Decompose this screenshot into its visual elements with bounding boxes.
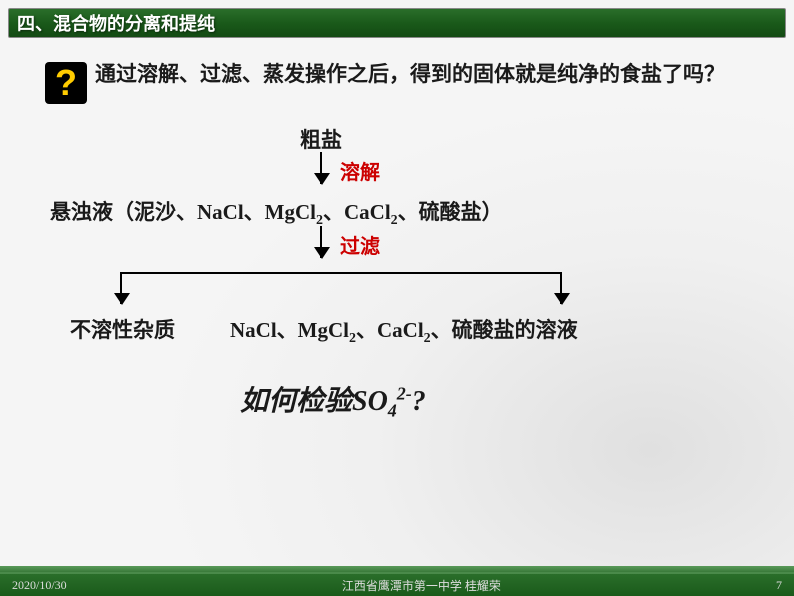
step2-label: 过滤	[340, 230, 380, 259]
branch-right: NaCl、MgCl2、CaCl2、硫酸盐的溶液	[230, 314, 578, 347]
content-area: ? 通过溶解、过滤、蒸发操作之后，得到的固体就是纯净的食盐了吗？ 粗盐 溶解 悬…	[0, 50, 794, 556]
flow-start: 粗盐	[300, 124, 342, 154]
question-text: 通过溶解、过滤、蒸发操作之后，得到的固体就是纯净的食盐了吗？	[95, 60, 725, 89]
step1-label: 溶解	[340, 156, 380, 185]
arrow-right	[560, 272, 562, 304]
flow-mid: 悬浊液（泥沙、NaCl、MgCl2、CaCl2、硫酸盐）	[50, 196, 503, 229]
footer-center: 江西省鹰潭市第一中学 桂耀荣	[342, 577, 501, 594]
arrow-2	[320, 226, 322, 258]
branch-left: 不溶性杂质	[70, 314, 175, 344]
branch-hline	[120, 272, 560, 274]
footer-bar: 2020/10/30 江西省鹰潭市第一中学 桂耀荣 7	[0, 572, 794, 596]
footer-date: 2020/10/30	[12, 578, 67, 593]
flowchart: 粗盐 溶解 悬浊液（泥沙、NaCl、MgCl2、CaCl2、硫酸盐） 过滤 不溶…	[40, 124, 754, 424]
footer-page: 7	[776, 578, 782, 593]
question-mark-icon: ?	[45, 62, 87, 104]
arrow-1	[320, 152, 322, 184]
header-title: 四、混合物的分离和提纯	[17, 10, 215, 36]
question-glyph: ?	[55, 62, 77, 104]
header-bar: 四、混合物的分离和提纯	[8, 8, 786, 38]
final-question: 如何检验SO42-?	[240, 379, 426, 422]
arrow-left	[120, 272, 122, 304]
question-row: ? 通过溶解、过滤、蒸发操作之后，得到的固体就是纯净的食盐了吗？	[45, 60, 754, 104]
